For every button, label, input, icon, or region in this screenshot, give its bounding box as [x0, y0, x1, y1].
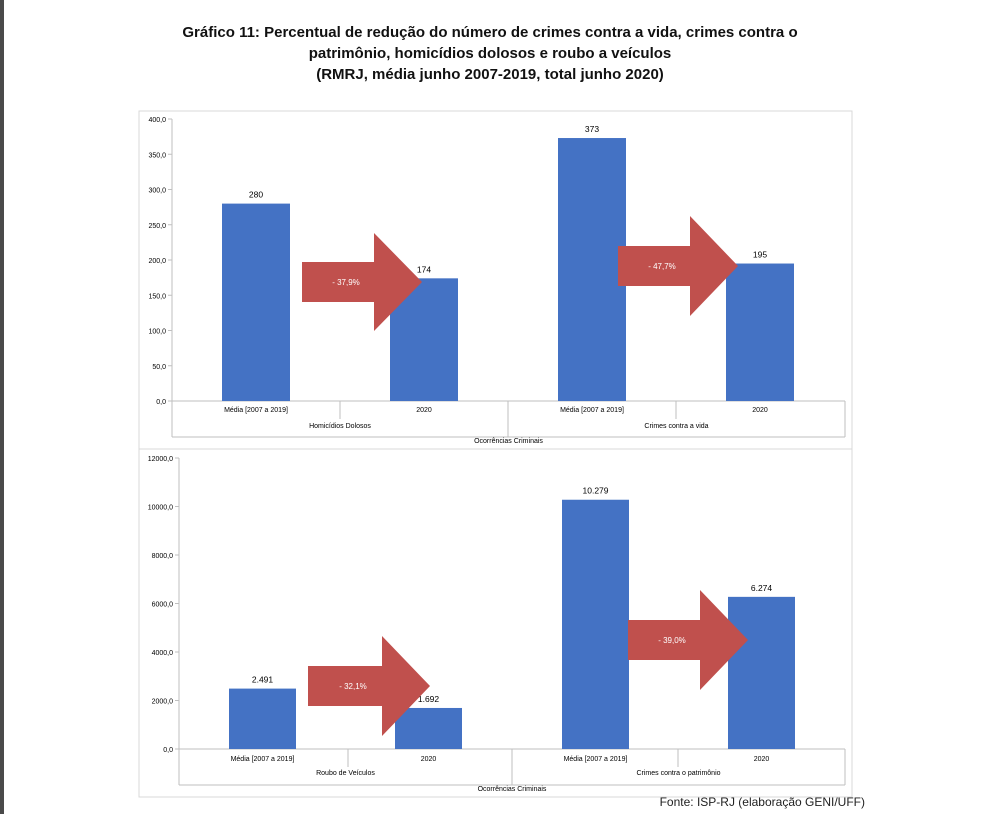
chart-2-group-label: Crimes contra o patrimônio [636, 770, 720, 777]
chart-1-bar [222, 203, 290, 401]
chart-2-bar-value-label: 2.491 [252, 675, 274, 685]
chart-2-bar-value-label: 1.692 [418, 694, 440, 704]
chart-1-y-tick-label: 200,0 [148, 258, 166, 265]
chart-1-reduction-arrow [302, 233, 422, 331]
chart-2-y-tick-label: 12000,0 [148, 456, 173, 463]
chart-2-x-axis-title: Ocorrências Criminais [478, 786, 547, 793]
chart-1-x-axis-title: Ocorrências Criminais [474, 438, 543, 445]
chart-1-y-tick-label: 250,0 [148, 223, 166, 230]
chart-title-line-2: patrimônio, homicídios dolosos e roubo a… [308, 45, 672, 62]
chart-2-reduction-arrow [628, 590, 748, 690]
chart-2-reduction-label: - 39,0% [658, 636, 686, 645]
chart-2-y-tick-label: 6000,0 [152, 602, 174, 609]
chart-2-y-tick-label: 0,0 [163, 747, 173, 754]
chart-2-group-label: Roubo de Veículos [316, 770, 375, 777]
chart-1-y-tick-label: 350,0 [148, 152, 166, 159]
chart-1-bar [726, 263, 794, 401]
chart-2-bar [728, 596, 795, 749]
chart-1-y-tick-label: 300,0 [148, 188, 166, 195]
chart-1-category-label: 2020 [416, 407, 432, 414]
chart-1-group-label: Crimes contra a vida [644, 423, 708, 430]
chart-title: Gráfico 11: Percentual de redução do núm… [120, 22, 860, 85]
chart-2-bar-value-label: 6.274 [751, 583, 773, 593]
chart-2-y-tick-label: 10000,0 [148, 505, 173, 512]
chart-1-y-tick-label: 50,0 [152, 364, 166, 371]
chart-2-y-tick-label: 2000,0 [152, 699, 174, 706]
chart-2-reduction-arrow [308, 636, 430, 736]
chart-2-category-label: 2020 [421, 756, 437, 763]
chart-2-category-label: 2020 [754, 756, 770, 763]
chart-2-y-tick-label: 8000,0 [152, 553, 174, 560]
chart-1-bar-value-label: 195 [753, 250, 767, 260]
chart-1-category-label: Média [2007 a 2019] [224, 407, 288, 414]
page-left-border [0, 0, 4, 814]
chart-1-reduction-label: - 47,7% [648, 262, 676, 271]
chart-1-category-label: 2020 [752, 407, 768, 414]
chart-1-y-tick-label: 400,0 [148, 117, 166, 124]
chart-title-line-3: (RMRJ, média junho 2007-2019, total junh… [316, 66, 664, 83]
chart-1-y-tick-label: 0,0 [156, 399, 166, 406]
chart-2-category-label: Média [2007 a 2019] [564, 756, 628, 763]
chart-2-reduction-label: - 32,1% [339, 682, 367, 691]
chart-1-reduction-arrow [618, 216, 738, 316]
chart-2-y-tick-label: 4000,0 [152, 650, 174, 657]
chart-1-y-tick-label: 100,0 [148, 329, 166, 336]
chart-1-reduction-label: - 37,9% [332, 278, 360, 287]
chart-2-category-label: Média [2007 a 2019] [231, 756, 295, 763]
chart-2-frame [138, 448, 853, 798]
chart-1-category-label: Média [2007 a 2019] [560, 407, 624, 414]
chart-1-bar-value-label: 280 [249, 190, 263, 200]
chart-title-line-1: Gráfico 11: Percentual de redução do núm… [182, 24, 798, 41]
source-note: Fonte: ISP-RJ (elaboração GENI/UFF) [659, 795, 865, 809]
chart-1-bar-value-label: 174 [417, 264, 431, 274]
chart-1-bar [558, 138, 626, 401]
chart-1-group-label: Homicídios Dolosos [309, 423, 371, 430]
chart-1-y-tick-label: 150,0 [148, 293, 166, 300]
chart-1-bar-value-label: 373 [585, 124, 599, 134]
chart-2-bar [229, 688, 296, 749]
chart-2-bar-value-label: 10.279 [583, 486, 609, 496]
chart-2-bar [395, 707, 462, 749]
chart-2-bar [562, 499, 629, 749]
